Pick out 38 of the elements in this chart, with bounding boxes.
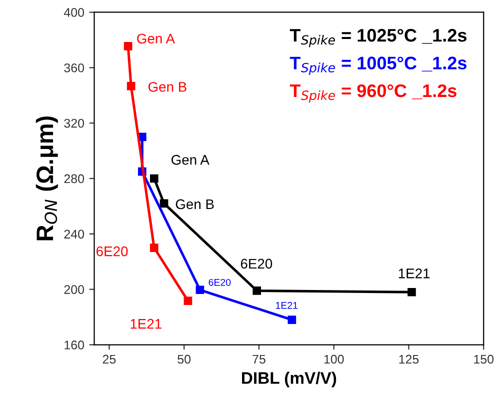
- point: [126, 82, 136, 90]
- y-tick-label: 280: [64, 174, 84, 184]
- y-axis-title: R$_{ON}$ (Ω.μm): [36, 116, 58, 240]
- y-tick-label: 200: [64, 285, 84, 294]
- x-tick-label: 75: [252, 354, 266, 364]
- point: [150, 174, 158, 183]
- x-tick-label: 125: [399, 354, 419, 364]
- annotation: 6E20: [208, 278, 231, 286]
- text: T$_{Spike}$ = 1025°C _1.2s: [290, 28, 466, 48]
- point: [288, 316, 296, 324]
- point: [252, 286, 262, 295]
- y-tick-label: 360: [64, 63, 84, 72]
- point: [124, 42, 132, 50]
- point: [160, 199, 168, 208]
- point: [184, 296, 192, 306]
- annotation: 6E20: [240, 258, 272, 269]
- annotation: Gen A: [172, 154, 210, 165]
- annotation: 1E21: [276, 302, 298, 309]
- point: [196, 286, 204, 294]
- annotation: 6E20: [96, 246, 128, 256]
- text: T$_{Spike}$ = 1005°C _1.2s: [290, 56, 466, 75]
- annotation: Gen B: [148, 82, 186, 92]
- x-tick-label: 25: [102, 354, 116, 364]
- y-tick-label: 160: [64, 340, 84, 350]
- annotation: 1E21: [398, 268, 430, 278]
- x-tick-label: 100: [324, 354, 344, 364]
- text: T$_{Spike}$ = 960°C _1.2s: [290, 84, 456, 103]
- point: [408, 288, 416, 296]
- y-tick-label: 400: [64, 8, 84, 17]
- x-tick-label: 50: [178, 354, 191, 364]
- y-tick-label: 320: [64, 118, 84, 128]
- point: [150, 244, 158, 252]
- x-axis-title: DIBL (mV/V): [242, 372, 336, 388]
- y-tick-label: 240: [64, 230, 84, 239]
- annotation: Gen A: [137, 34, 175, 44]
- annotation: 1E21: [130, 318, 162, 329]
- x-tick-label: 150: [474, 354, 494, 364]
- annotation: Gen B: [176, 199, 214, 210]
